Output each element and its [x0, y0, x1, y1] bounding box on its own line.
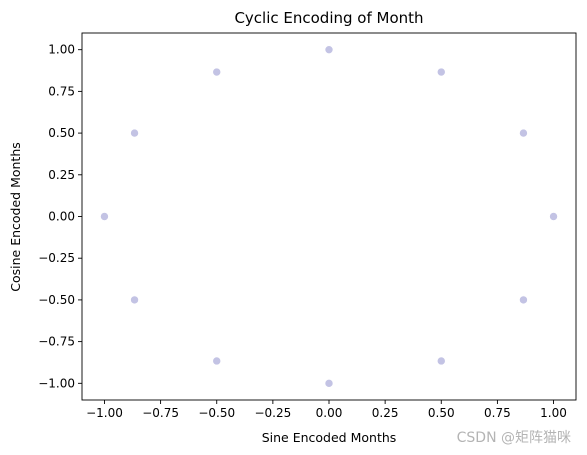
y-tick-label: 0.50 — [48, 126, 75, 140]
data-point — [436, 356, 446, 366]
data-point — [519, 128, 528, 138]
data-point — [130, 295, 139, 305]
data-point — [212, 67, 222, 77]
data-point — [324, 45, 334, 54]
y-tick-label: 0.75 — [48, 84, 75, 98]
y-tick-label: −0.25 — [38, 251, 75, 265]
x-axis-label: Sine Encoded Months — [262, 430, 397, 445]
x-tick-label: 1.00 — [540, 406, 567, 420]
data-point — [100, 212, 109, 221]
y-axis-label: Cosine Encoded Months — [8, 142, 23, 292]
y-tick-label: −1.00 — [38, 376, 75, 390]
y-tick-label: 0.25 — [48, 168, 75, 182]
x-tick-label: −0.75 — [142, 406, 179, 420]
x-tick-label: 0.50 — [428, 406, 455, 420]
x-tick-label: −0.25 — [254, 406, 291, 420]
chart-title: Cyclic Encoding of Month — [234, 9, 423, 27]
y-tick-label: 1.00 — [48, 43, 75, 57]
data-point — [549, 212, 558, 221]
data-point — [130, 128, 139, 138]
data-point — [436, 67, 446, 77]
x-tick-label: 0.00 — [316, 406, 343, 420]
watermark: CSDN @矩阵猫咪 — [457, 430, 571, 446]
y-tick-label: 0.00 — [48, 210, 75, 224]
data-points — [100, 45, 558, 388]
axis-ticks: −1.00 −0.75 −0.50 −0.25 0.00 0.25 0.50 0.75 1.00… — [38, 43, 567, 420]
plot-area — [81, 32, 577, 401]
plot-frame — [81, 32, 577, 401]
x-tick-label: −0.50 — [198, 406, 235, 420]
data-point — [519, 295, 528, 305]
x-tick-label: 0.25 — [372, 406, 399, 420]
data-point — [324, 379, 334, 388]
y-tick-label: −0.75 — [38, 335, 75, 349]
y-tick-label: −0.50 — [38, 293, 75, 307]
data-point — [212, 356, 222, 366]
x-tick-label: 0.75 — [484, 406, 511, 420]
x-tick-label: −1.00 — [86, 406, 123, 420]
